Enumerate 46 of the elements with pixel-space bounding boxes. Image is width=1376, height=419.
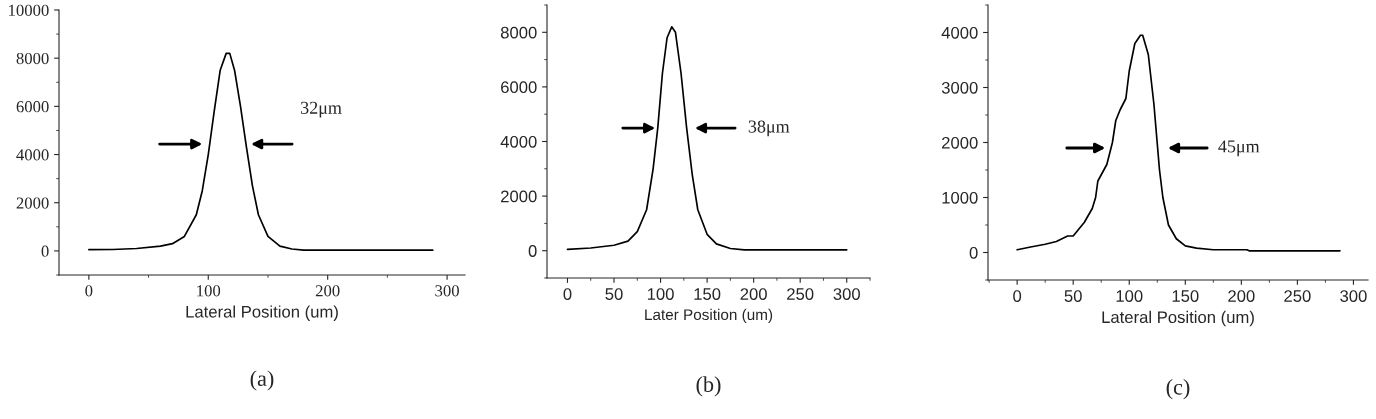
line-series: [1016, 34, 1341, 252]
x-tick-label: 0: [1013, 290, 1022, 302]
y-tick-label: 8000: [500, 26, 537, 39]
x-tick-label: 100: [647, 288, 674, 300]
x-axis-title: Later Position (um): [645, 308, 773, 324]
y-tick-label: 4000: [500, 135, 537, 148]
y-tick-label: 4000: [941, 26, 978, 39]
y-tick-label: 6000: [16, 101, 49, 113]
x-tick-label: 250: [787, 288, 814, 300]
annotation: 32μm: [301, 101, 342, 118]
annotation: 38μm: [748, 120, 790, 137]
y-tick-label: 2000: [501, 190, 537, 203]
text: (a): [250, 370, 274, 391]
x-tick-label: 200: [740, 288, 767, 300]
x-tick-label: 0: [563, 288, 572, 300]
line-series: [88, 52, 434, 252]
annotation: 45μm: [1218, 140, 1260, 157]
y-tick-label: 2000: [16, 197, 49, 209]
x-tick-label: 50: [605, 288, 623, 300]
text: (c): [1166, 379, 1190, 400]
y-tick-label: 1000: [942, 191, 978, 204]
y-tick-label: 4000: [16, 149, 49, 161]
y-tick-label: 0: [41, 245, 49, 257]
x-tick-label: 250: [1284, 290, 1311, 302]
x-tick-label: 300: [833, 288, 860, 300]
y-tick-label: 10000: [9, 4, 49, 16]
x-tick-label: 200: [315, 285, 340, 297]
x-tick-label: 50: [1064, 290, 1082, 302]
x-tick-label: 300: [435, 285, 459, 297]
text: (b): [696, 376, 721, 397]
y-tick-label: 2000: [942, 136, 978, 149]
x-axis-title: Lateral Position (um): [1102, 310, 1254, 327]
y-tick-label: 8000: [16, 52, 49, 65]
y-tick-label: 3000: [941, 81, 978, 94]
x-tick-label: 0: [85, 285, 93, 297]
x-tick-label: 200: [1228, 290, 1255, 302]
x-axis-title: Lateral Position (um): [186, 305, 338, 321]
y-tick-label: 0: [969, 246, 978, 259]
y-tick-label: 0: [528, 245, 537, 257]
y-tick-label: 6000: [501, 81, 537, 94]
x-tick-label: 150: [694, 288, 721, 300]
x-tick-label: 150: [1172, 290, 1199, 302]
x-tick-label: 100: [197, 285, 221, 297]
x-tick-label: 300: [1340, 290, 1367, 302]
line-series: [566, 26, 848, 251]
x-tick-label: 100: [1116, 290, 1143, 302]
